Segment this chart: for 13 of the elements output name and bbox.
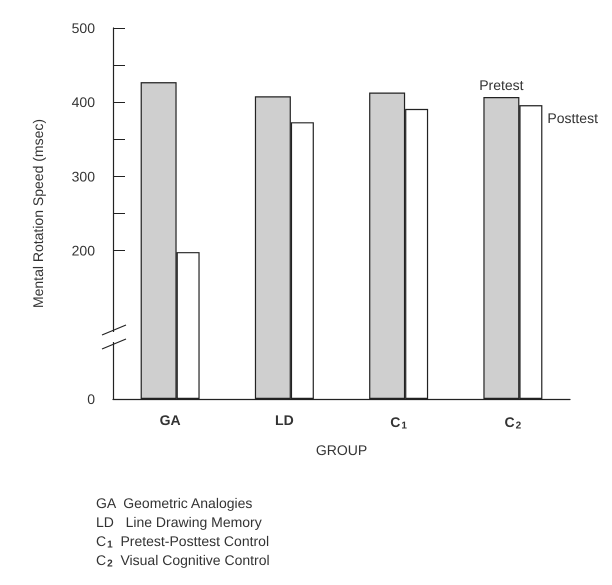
x-axis-title: GROUP <box>316 442 368 458</box>
x-tick-label: GA <box>160 412 181 428</box>
y-tick-label: 200 <box>72 242 96 259</box>
y-tick-label: 300 <box>72 168 96 184</box>
x-tick-label: LD <box>275 412 294 428</box>
text: GA Geometric Analogies <box>96 495 252 511</box>
y-tick-label: 0 <box>87 391 96 407</box>
y-axis-title: Mental Rotation Speed (msec) <box>30 118 46 308</box>
y-tick-label: 500 <box>72 20 96 36</box>
series-label: Posttest <box>547 110 598 126</box>
series-label: Pretest <box>479 77 524 94</box>
text: LD Line Drawing Memory <box>96 514 262 530</box>
y-tick-label: 400 <box>72 94 96 110</box>
